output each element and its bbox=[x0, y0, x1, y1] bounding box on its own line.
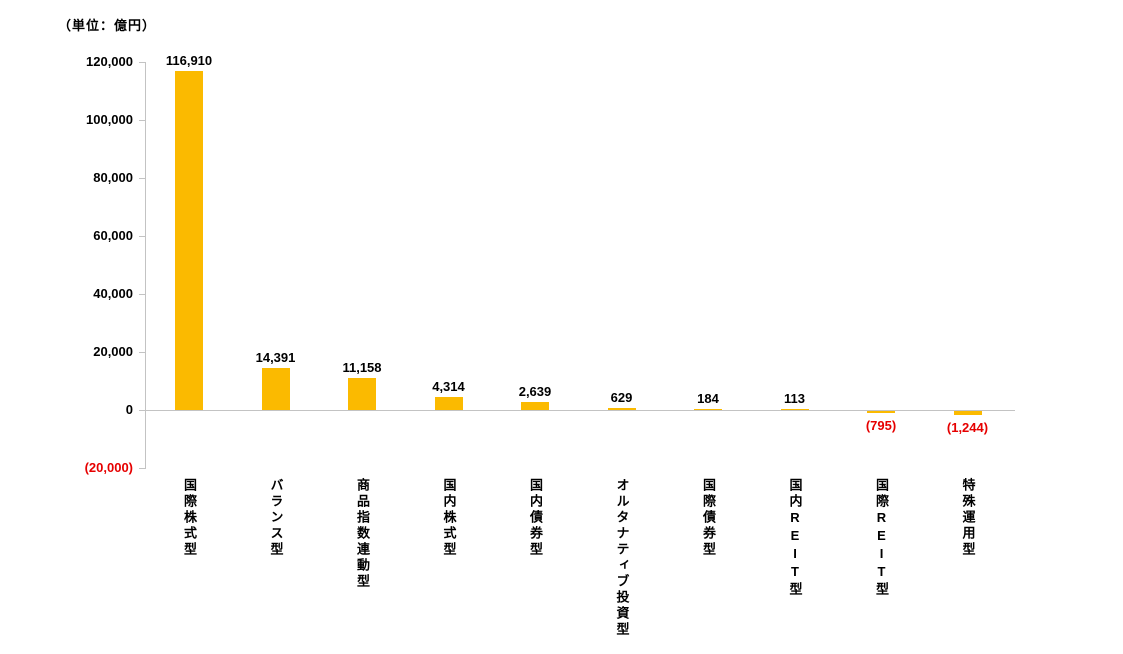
bar-value-label: (1,244) bbox=[946, 419, 989, 435]
x-axis-zero-line bbox=[145, 410, 1015, 411]
category-label: 商品指数連動型 bbox=[355, 478, 370, 590]
bar-value-label: 4,314 bbox=[432, 379, 465, 395]
y-axis-tick-label: (20,000) bbox=[84, 460, 133, 475]
bar-value-label: 116,910 bbox=[165, 52, 213, 68]
bar bbox=[175, 70, 203, 410]
category-label: 国内株式型 bbox=[441, 478, 457, 558]
category-label: 国内債券型 bbox=[528, 478, 543, 558]
y-axis-tick-label: 40,000 bbox=[93, 286, 133, 301]
category-label: 国内REIT型 bbox=[787, 478, 803, 598]
bar-value-label: 2,639 bbox=[518, 384, 552, 400]
bar bbox=[521, 402, 549, 410]
y-axis-tick-label: 20,000 bbox=[93, 344, 133, 359]
y-axis-tick bbox=[139, 62, 145, 63]
y-axis-tick bbox=[139, 236, 145, 237]
y-axis-tick-label: 60,000 bbox=[93, 228, 133, 243]
y-axis-tick bbox=[139, 120, 145, 121]
category-label: 特殊運用型 bbox=[960, 478, 976, 558]
bar bbox=[261, 368, 290, 410]
bar-value-label: 629 bbox=[610, 390, 633, 406]
category-label: 国際株式型 bbox=[182, 478, 197, 558]
y-axis-tick bbox=[139, 352, 145, 353]
unit-label: （単位：億円） bbox=[58, 18, 157, 33]
y-axis-tick-label: 0 bbox=[125, 402, 133, 417]
category-label: 国際債券型 bbox=[701, 478, 716, 558]
bar-value-label: 184 bbox=[697, 390, 719, 406]
y-axis-tick bbox=[139, 178, 145, 179]
bar bbox=[694, 408, 722, 410]
bar bbox=[348, 377, 376, 410]
bar-value-label: 14,391 bbox=[255, 350, 296, 366]
y-axis-tick bbox=[139, 294, 145, 295]
category-label: 国際REIT型 bbox=[874, 478, 889, 598]
y-axis-tick-label: 80,000 bbox=[93, 170, 133, 185]
bar bbox=[953, 411, 982, 415]
y-axis-tick bbox=[139, 468, 145, 469]
y-axis-line bbox=[145, 62, 146, 469]
y-axis-tick-label: 120,000 bbox=[86, 54, 133, 69]
bar bbox=[434, 397, 463, 410]
bar bbox=[607, 408, 636, 410]
y-axis-tick-label: 100,000 bbox=[86, 112, 133, 127]
bar-value-label: (795) bbox=[865, 418, 897, 434]
bar bbox=[780, 408, 809, 410]
bar bbox=[867, 411, 895, 414]
bar-value-label: 113 bbox=[784, 390, 805, 406]
y-axis-tick bbox=[139, 410, 145, 411]
category-label: バランス型 bbox=[268, 478, 284, 558]
category-label: オルタナティブ投資型 bbox=[614, 478, 630, 638]
bar-value-label: 11,158 bbox=[342, 359, 382, 375]
